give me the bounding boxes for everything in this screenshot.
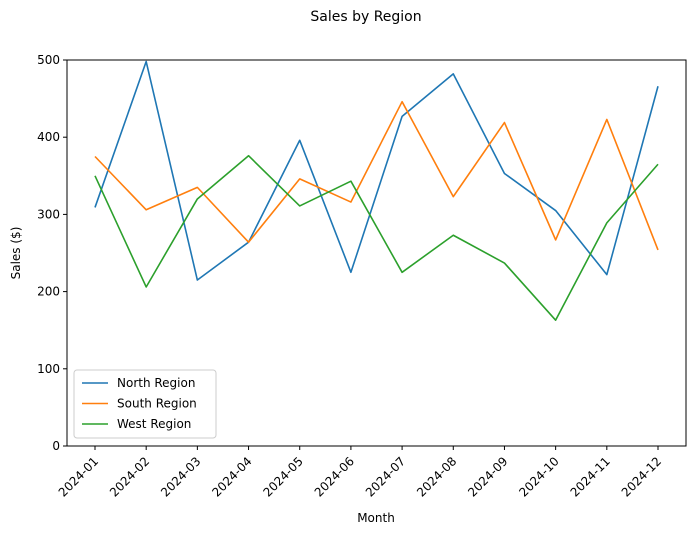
x-tick-label: 2024-12: [619, 454, 664, 499]
x-tick-label: 2024-09: [465, 454, 510, 499]
x-tick-label: 2024-04: [209, 454, 254, 499]
legend-label-3: West Region: [117, 417, 191, 431]
legend-label-2: South Region: [117, 397, 197, 411]
y-tick-label: 200: [37, 285, 60, 299]
y-tick-label: 100: [37, 362, 60, 376]
y-tick-label: 400: [37, 130, 60, 144]
y-axis-label: Sales ($): [9, 227, 23, 280]
y-tick-label: 300: [37, 207, 60, 221]
x-tick-label: 2024-11: [568, 454, 613, 499]
x-axis-label: Month: [357, 511, 395, 525]
legend: North Region South Region West Region: [73, 369, 217, 439]
series-line-2: [94, 100, 659, 251]
x-tick-label: 2024-10: [516, 454, 561, 499]
x-tick-label: 2024-08: [414, 454, 459, 499]
y-tick-label: 500: [37, 53, 60, 67]
x-tick-label: 2024-06: [312, 454, 357, 499]
legend-box: [73, 369, 217, 439]
x-tick-label: 2024-05: [260, 454, 305, 499]
series-line-3: [94, 154, 659, 321]
legend-label-1: North Region: [117, 376, 195, 390]
y-tick-label: 0: [52, 439, 60, 453]
chart-title: Sales by Region: [310, 9, 421, 25]
axes-frame: [66, 59, 687, 447]
x-tick-label: 2024-01: [56, 454, 101, 499]
x-tick-label: 2024-02: [107, 454, 152, 499]
x-tick-label: 2024-03: [158, 454, 203, 499]
x-tick-label: 2024-07: [363, 454, 408, 499]
series-line-1: [94, 60, 659, 281]
